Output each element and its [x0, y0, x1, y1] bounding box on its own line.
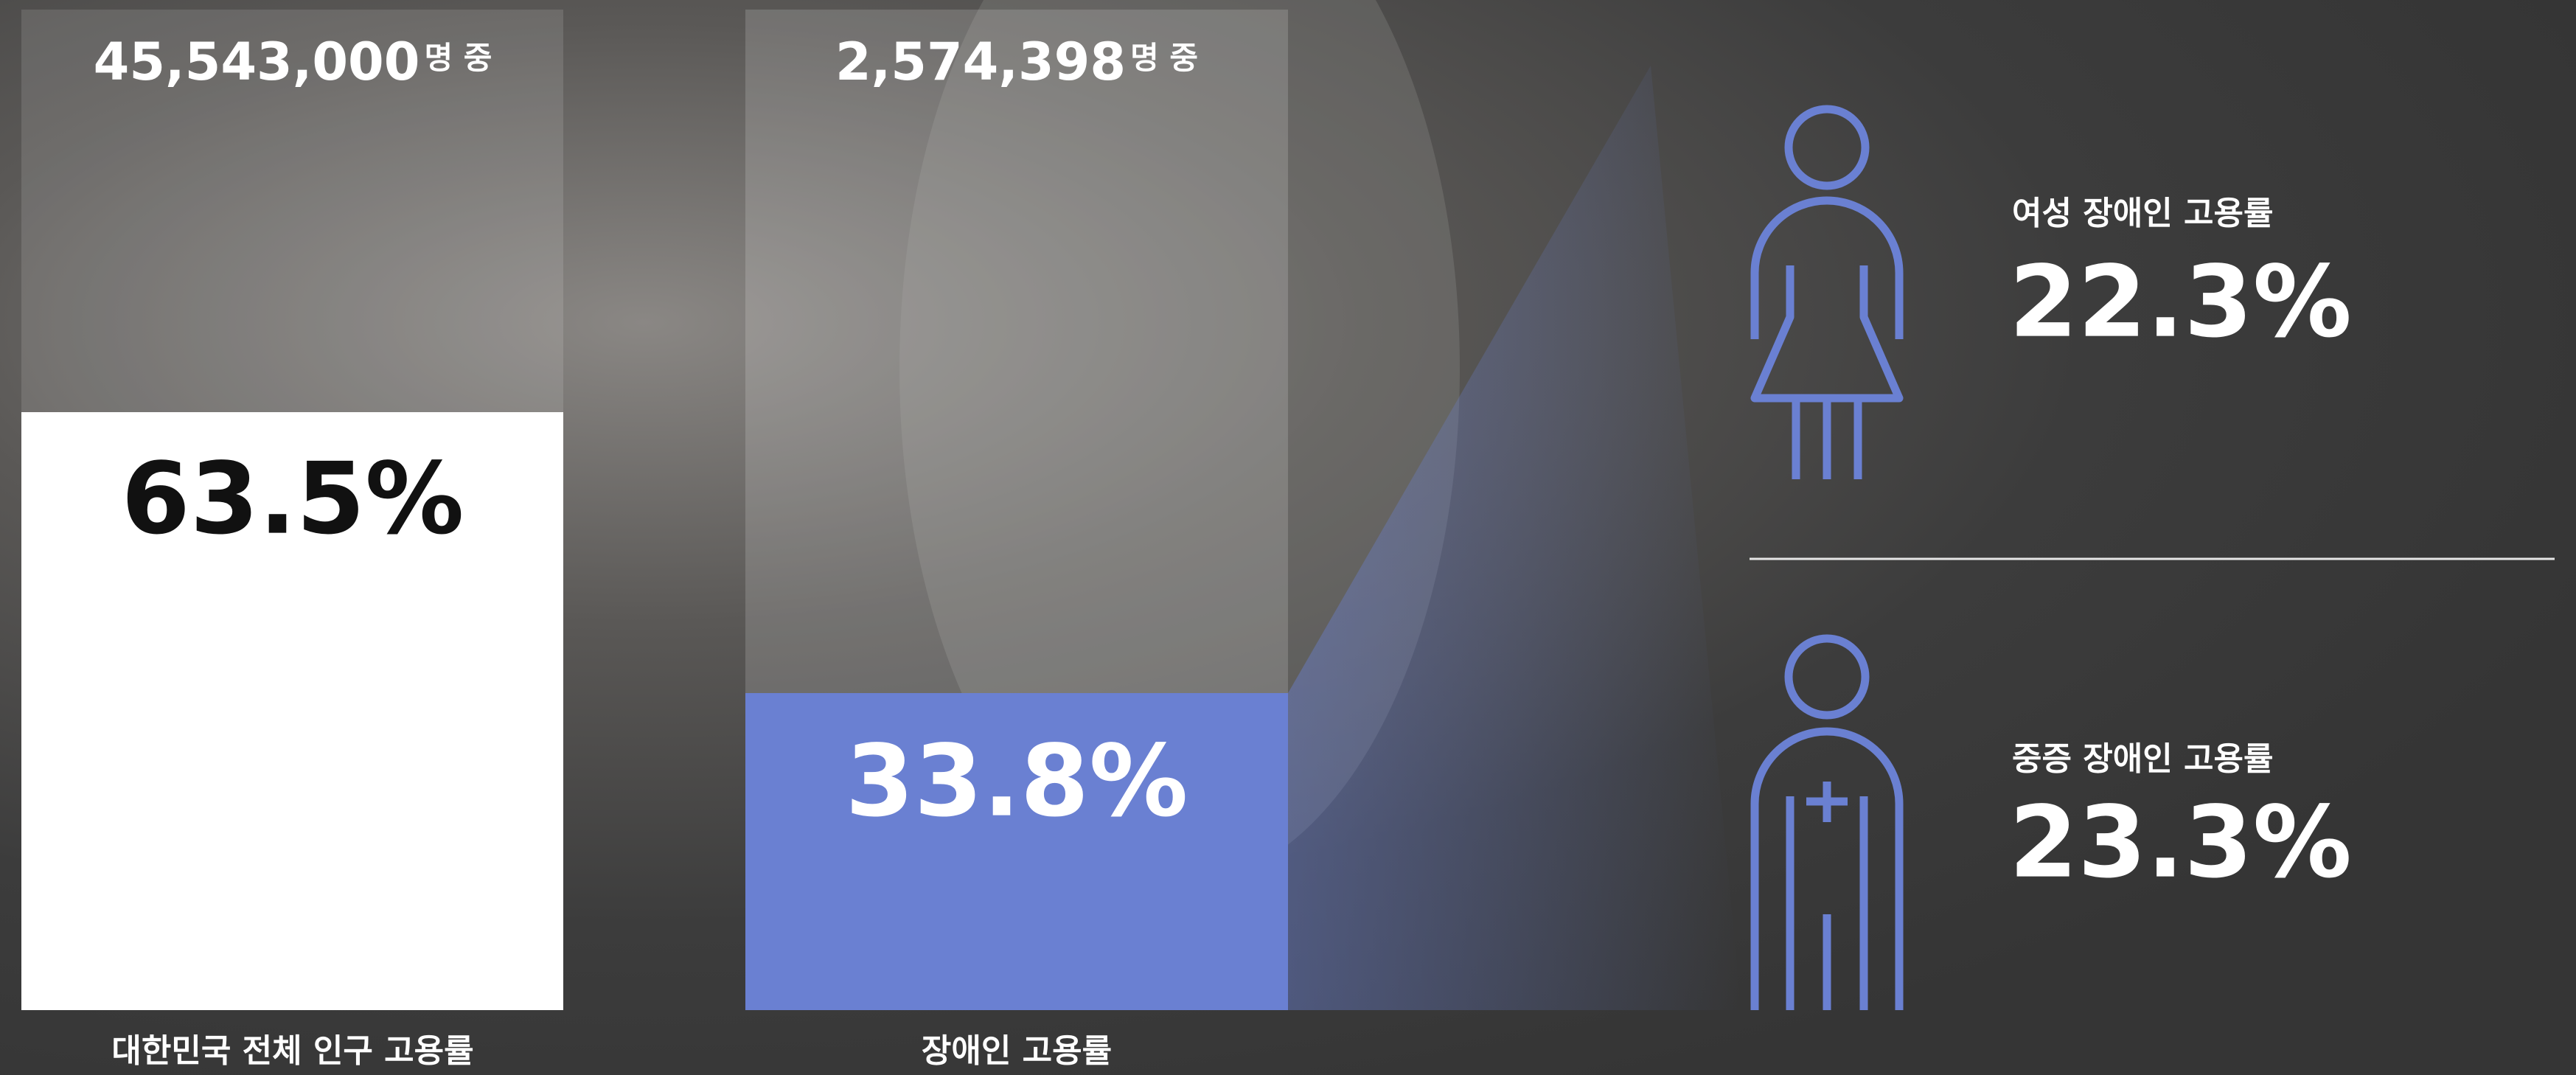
infographic: 45,543,000명 중 63.5% 대한민국 전체 인구 고용률 2,574…	[0, 0, 2576, 1075]
total: 45,543,000	[94, 32, 420, 92]
column-label: 대한민국 전체 인구 고용률	[111, 1032, 473, 1070]
total-unit: 명 중	[424, 40, 492, 76]
page: 45,543,000명 중 63.5% 대한민국 전체 인구 고용률 2,574…	[0, 0, 2576, 1075]
stat-label: 여성 장애인 고용률	[2012, 195, 2273, 232]
column-label: 장애인 고용률	[922, 1032, 1112, 1070]
stat-rate: 23.3%	[2009, 785, 2352, 900]
stat-rate: 22.3%	[2009, 245, 2352, 360]
total: 2,574,398	[835, 32, 1126, 92]
rate: 63.5%	[122, 442, 464, 557]
stat-label: 중증 장애인 고용률	[2012, 740, 2273, 778]
column-background	[745, 10, 1288, 693]
rate: 33.8%	[846, 724, 1188, 839]
total-unit: 명 중	[1130, 40, 1198, 76]
